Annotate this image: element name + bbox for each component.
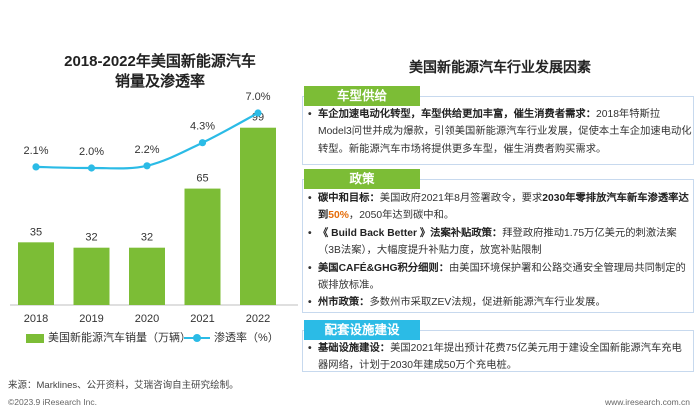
x-tick-label-2021: 2021 <box>190 313 214 325</box>
penetration-point-2022 <box>254 109 262 117</box>
source-note: 来源：Marklines、公开资料，艾瑞咨询自主研究绘制。 <box>8 380 239 391</box>
tab-policy: 政策 <box>304 169 420 189</box>
bar-label-2019: 32 <box>85 232 97 244</box>
bar-label-2021: 65 <box>196 173 208 185</box>
chart-title-line1: 2018-2022年美国新能源汽车 <box>64 53 256 70</box>
copyright: ©2023.9 iResearch Inc. <box>8 397 97 407</box>
x-tick-label-2020: 2020 <box>135 313 159 325</box>
penetration-point-2018 <box>32 163 40 171</box>
penetration-point-2021 <box>198 139 207 147</box>
legend-item-sales: 美国新能源汽车销量（万辆） <box>26 330 191 346</box>
bullet-bold: 美国CAFÉ&GHG积分细则： <box>318 263 449 274</box>
bar-label-2018: 35 <box>30 226 42 238</box>
bullet-cafe-ghg: • 美国CAFÉ&GHG积分细则：由美国环境保护署和公路交通安全管理局共同制定的… <box>308 263 686 292</box>
bullet-vehicle-supply: • 车企加速电动化转型，车型供给更加丰富，催生消费者需求：2018年特斯拉Mod… <box>308 109 692 155</box>
bar-2022 <box>240 127 276 305</box>
tab-infrastructure: 配套设施建设 <box>304 320 420 340</box>
penetration-label-2020: 2.2% <box>134 144 159 156</box>
section-infrastructure <box>302 330 694 372</box>
penetration-line <box>35 112 259 170</box>
bullet-bold: 基础设施建设： <box>318 343 391 354</box>
penetration-label-2019: 2.0% <box>79 146 104 158</box>
penetration-point-2020 <box>143 162 151 170</box>
legend-label-penetration: 渗透率（%） <box>214 332 279 344</box>
bullet-pre: 美国政府2021年8月签署政令，要求 <box>379 193 543 204</box>
bullet-bold: 州市政策： <box>318 297 370 308</box>
site-url: www.iresearch.com.cn <box>604 397 690 407</box>
legend-item-penetration: 渗透率（%） <box>184 330 279 346</box>
penetration-label-2021: 4.3% <box>190 121 215 133</box>
x-tick-label-2018: 2018 <box>24 313 48 325</box>
bullet-build-back-better: • 《 Build Back Better 》法案补贴政策：拜登政府推动1.75… <box>308 228 677 257</box>
bar-label-2020: 32 <box>141 232 153 244</box>
bullet-text: 多数州市采取ZEV法规，促进新能源汽车行业发展。 <box>369 297 606 308</box>
legend-swatch-line <box>184 330 210 346</box>
penetration-point-2019 <box>87 164 96 172</box>
bullet-infrastructure: • 基础设施建设：美国2021年提出预计花费75亿美元用于建设全国新能源汽车充电… <box>308 343 682 372</box>
chart-title-line2: 销量及渗透率 <box>114 73 205 90</box>
bar-2018 <box>18 242 54 305</box>
bar-2019 <box>73 247 110 305</box>
bullet-text: 由美国环境保护署和公路交通安全管理局共同制定的碳排放标准。 <box>318 263 686 292</box>
bullet-text: ，2050年达到碳中和。 <box>348 210 455 222</box>
bullet-text: 拜登政府推动1.75万亿美元的刺激法案（3B法案），大幅度提升补贴力度，放宽补贴… <box>318 228 677 257</box>
legend-label-sales: 美国新能源汽车销量（万辆） <box>48 332 191 344</box>
chart-title: 2018-2022年美国新能源汽车 销量及渗透率 <box>20 52 300 92</box>
penetration-label-2022: 7.0% <box>245 91 270 103</box>
bullet-bold: 车企加速电动化转型，车型供给更加丰富，催生消费者需求： <box>318 109 597 120</box>
penetration-label-2018: 2.1% <box>23 145 48 157</box>
bullet-bold: 《 Build Back Better 》法案补贴政策： <box>318 228 503 239</box>
chart-legend: 美国新能源汽车销量（万辆） 渗透率（%） <box>20 330 310 346</box>
section-vehicle-supply <box>302 96 694 165</box>
x-tick-label-2019: 2019 <box>79 313 103 325</box>
factors-title: 美国新能源汽车行业发展因素 <box>409 59 591 75</box>
legend-swatch-bar <box>26 333 44 343</box>
highlight-50-percent: 50% <box>328 210 349 222</box>
bullet-bold-2030: 2030年零排放汽车新车渗透率达到 <box>318 193 689 222</box>
bullet-text: 2018年特斯拉Model3问世并成为爆款，引领美国新能源汽车行业发展，促使本土… <box>318 109 692 155</box>
x-tick-label-2022: 2022 <box>246 313 270 325</box>
bullet-text: 美国2021年提出预计花费75亿美元用于建设全国新能源汽车充电器网络，计划于20… <box>318 343 682 372</box>
bullet-carbon-neutral: • 碳中和目标：美国政府2021年8月签署政令，要求2030年零排放汽车新车渗透… <box>308 193 689 222</box>
bullet-state-policy: • 州市政策：多数州市采取ZEV法规，促进新能源汽车行业发展。 <box>308 297 606 308</box>
section-policy <box>302 179 694 313</box>
bullet-bold: 碳中和目标： <box>318 193 380 204</box>
bar-2021 <box>184 188 221 305</box>
tab-vehicle-supply: 车型供给 <box>304 86 420 106</box>
bar-2020 <box>129 247 165 305</box>
